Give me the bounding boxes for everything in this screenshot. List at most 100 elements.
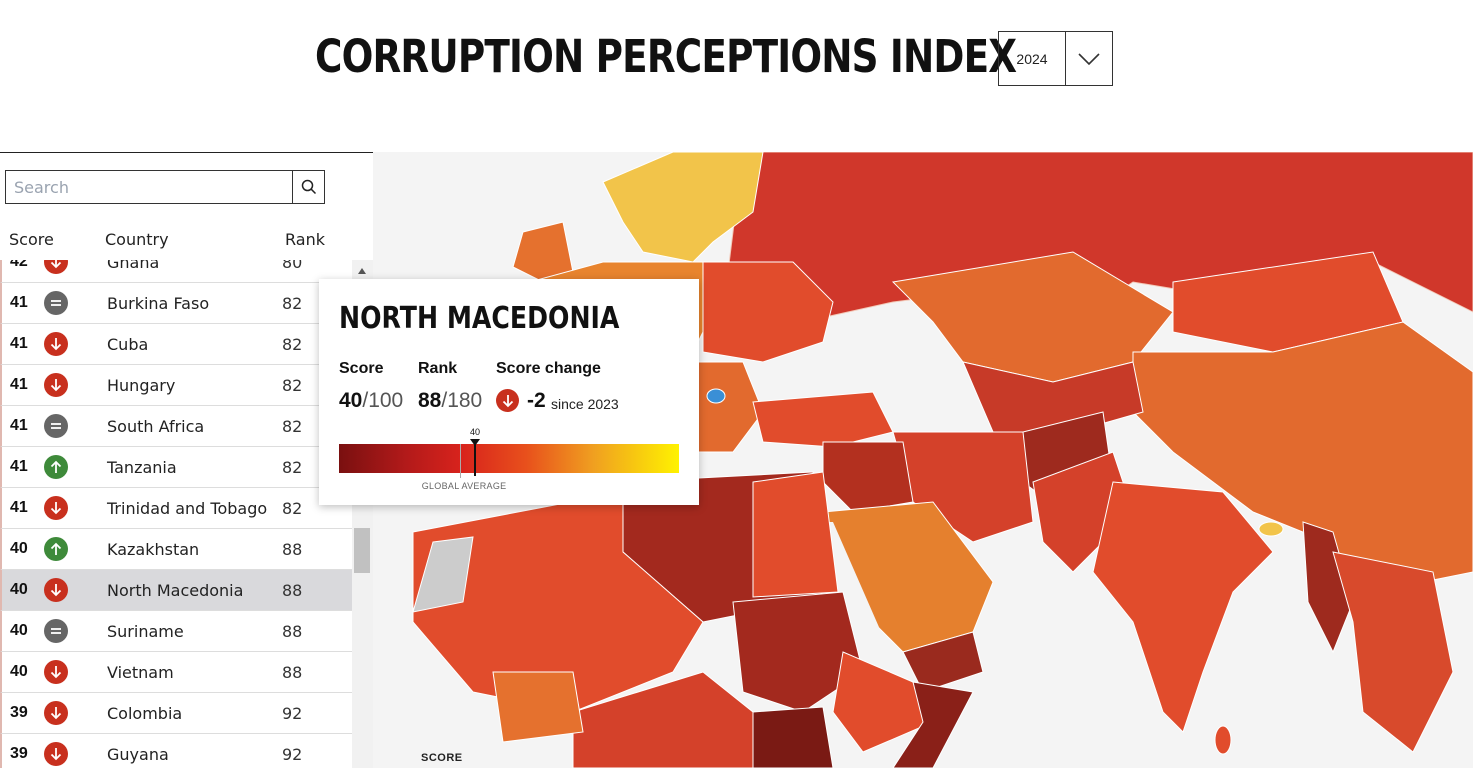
row-rank: 92 <box>282 704 303 723</box>
row-score: 41 <box>10 294 28 311</box>
arrow-down-icon <box>44 260 68 274</box>
row-country: Guyana <box>107 745 169 764</box>
table-row[interactable]: 41 Cuba 82 <box>0 324 352 365</box>
row-rank: 82 <box>282 499 303 518</box>
map-region-south-sudan <box>752 706 834 768</box>
arrow-down-icon <box>44 660 68 684</box>
row-country: Tanzania <box>107 458 177 477</box>
search-icon <box>301 179 316 195</box>
tooltip-since: since 2023 <box>551 396 619 412</box>
table-row[interactable]: 41 Hungary 82 <box>0 365 352 406</box>
table-row[interactable]: 40 Vietnam 88 <box>0 652 352 693</box>
map-caspian-sea <box>908 332 963 442</box>
map-region-yemen <box>902 631 984 693</box>
map-region-turkey <box>752 391 894 448</box>
score-scale-bar <box>339 444 679 473</box>
row-score: 41 <box>10 376 28 393</box>
row-country: Suriname <box>107 622 184 641</box>
map-region-bhutan <box>1258 521 1284 537</box>
table-row[interactable]: 40 North Macedonia 88 <box>0 570 352 611</box>
tooltip-rank-label: Rank <box>418 360 458 377</box>
chevron-down-icon[interactable] <box>1066 32 1112 85</box>
table-row[interactable]: 40 Kazakhstan 88 <box>0 529 352 570</box>
map-region-iraq-syria <box>822 441 914 513</box>
table-row[interactable]: 41 Burkina Faso 82 <box>0 283 352 324</box>
arrow-up-icon <box>44 537 68 561</box>
row-rank: 88 <box>282 622 303 641</box>
table-row[interactable]: 42 Ghana 80 <box>0 260 352 283</box>
global-average-label: GLOBAL AVERAGE <box>421 481 507 491</box>
table-row[interactable]: 41 South Africa 82 <box>0 406 352 447</box>
map-region-east-europe <box>702 261 834 363</box>
row-score: 40 <box>10 581 28 598</box>
equal-icon <box>44 414 68 438</box>
arrow-down-icon <box>44 701 68 725</box>
row-country: Kazakhstan <box>107 540 200 559</box>
tooltip-country-name: NORTH MACEDONIA <box>339 301 620 336</box>
column-header-rank[interactable]: Rank <box>285 230 325 249</box>
table-row[interactable]: 39 Colombia 92 <box>0 693 352 734</box>
tooltip-score-value: 40/100 <box>339 389 404 412</box>
row-country: Vietnam <box>107 663 174 682</box>
row-score: 41 <box>10 499 28 516</box>
year-dropdown[interactable]: 2024 <box>998 31 1113 86</box>
scrollbar-thumb[interactable] <box>354 528 370 573</box>
row-rank: 88 <box>282 540 303 559</box>
country-list-panel: Score Country Rank 42 Ghana 80 41 Burkina Fa… <box>0 152 373 768</box>
column-header-score[interactable]: Score <box>9 230 54 249</box>
map-black-sea <box>763 347 873 392</box>
score-scale-marker <box>474 440 476 476</box>
column-header-country[interactable]: Country <box>105 230 169 249</box>
score-scale-marker-value: 40 <box>470 427 481 437</box>
tooltip-change-label: Score change <box>496 360 601 377</box>
map-region-india <box>1092 481 1274 733</box>
row-score: 41 <box>10 417 28 434</box>
row-rank: 80 <box>282 260 303 272</box>
map-region-west-africa <box>412 491 704 713</box>
map-region-somalia <box>892 681 974 768</box>
row-rank: 82 <box>282 376 303 395</box>
map-red-sea <box>813 522 903 687</box>
map-region-west-sahara <box>412 536 474 613</box>
map-region-ghana-area <box>492 671 584 743</box>
row-rank: 88 <box>282 581 303 600</box>
map-region-sri-lanka <box>1214 725 1232 755</box>
table-row[interactable]: 40 Suriname 88 <box>0 611 352 652</box>
arrow-down-icon <box>44 332 68 356</box>
table-row[interactable]: 41 Trinidad and Tobago 82 <box>0 488 352 529</box>
country-list: 42 Ghana 80 41 Burkina Faso 82 41 Cuba 82 41 Hunga… <box>0 260 352 768</box>
row-country: South Africa <box>107 417 205 436</box>
arrow-down-icon <box>44 373 68 397</box>
table-row[interactable]: 41 Tanzania 82 <box>0 447 352 488</box>
row-score: 40 <box>10 622 28 639</box>
scroll-up-arrow-icon[interactable] <box>358 268 366 274</box>
row-rank: 82 <box>282 294 303 313</box>
country-tooltip: NORTH MACEDONIA Score Rank Score change … <box>319 279 699 505</box>
page-title: CORRUPTION PERCEPTIONS INDEX <box>315 30 1017 83</box>
map-region-ethiopia <box>832 651 934 753</box>
map-region-scandinavia <box>602 152 764 263</box>
equal-icon <box>44 291 68 315</box>
global-average-marker <box>459 444 461 478</box>
row-rank: 82 <box>282 417 303 436</box>
map-region-sudan <box>732 591 864 713</box>
row-rank: 82 <box>282 335 303 354</box>
tooltip-score-label: Score <box>339 360 384 377</box>
row-score: 39 <box>10 745 28 762</box>
arrow-down-icon <box>44 496 68 520</box>
row-score: 40 <box>10 540 28 557</box>
row-country: Hungary <box>107 376 176 395</box>
map-region-central-africa <box>572 671 754 768</box>
map-region-egypt <box>752 471 839 598</box>
table-row[interactable]: 39 Guyana 92 <box>0 734 352 768</box>
search-input[interactable] <box>6 171 292 203</box>
row-rank: 88 <box>282 663 303 682</box>
row-country: Burkina Faso <box>107 294 210 313</box>
search-button[interactable] <box>292 171 324 203</box>
map-legend-label: SCORE <box>421 752 463 764</box>
row-rank: 82 <box>282 458 303 477</box>
row-score: 41 <box>10 458 28 475</box>
row-score: 40 <box>10 663 28 680</box>
map-region-north-macedonia <box>706 388 726 404</box>
tooltip-change-value: -2 <box>527 389 546 412</box>
